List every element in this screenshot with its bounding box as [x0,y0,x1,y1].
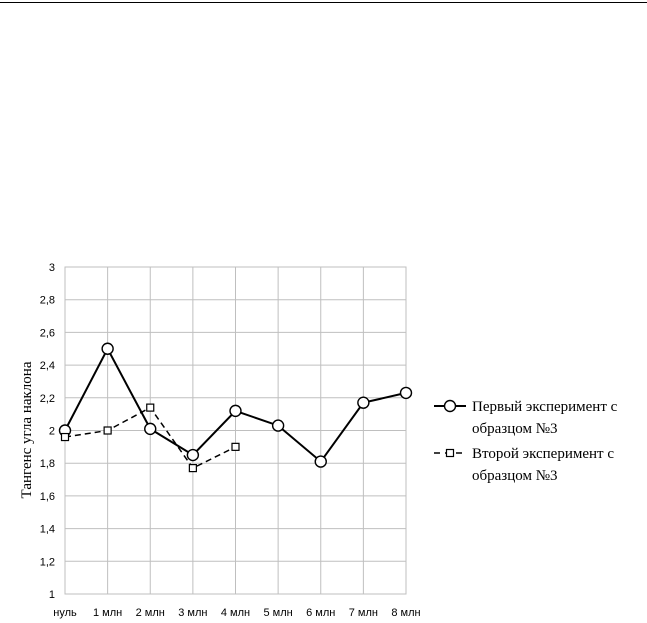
legend-label: Первый эксперимент с [472,399,618,415]
legend-label: Второй эксперимент с [472,446,614,462]
y-tick-label: 1,6 [40,491,55,503]
y-tick-label: 1,4 [40,524,55,536]
legend-marker-square [445,448,455,458]
data-point-circle [144,422,157,436]
grid [64,266,407,595]
data-point-circle [271,419,285,432]
top-rule [0,2,647,3]
series-1 [58,342,413,468]
x-tick-label: 5 млн [264,607,293,619]
series-layer [58,342,413,473]
y-tick-label: 2,6 [40,327,55,339]
legend-label: образцом №3 [472,421,558,437]
y-tick-label: 1,2 [40,556,55,568]
y-tick-label: 1 [49,589,55,601]
y-axis-ticks: 1 1,2 1,4 1,6 1,8 2 2,2 2,4 2,6 2,8 3 [40,262,55,601]
data-point-square [146,403,155,412]
data-point-square [60,432,70,442]
legend-entry-1: Первый эксперимент с образцом №3 [434,399,618,437]
legend-label: образцом №3 [472,468,558,484]
x-tick-label: 2 млн [136,607,165,619]
y-tick-label: 1,8 [40,458,55,470]
y-tick-label: 2 [49,426,55,438]
data-point-circle [314,455,327,468]
data-point-circle [357,396,370,409]
y-axis-title: Тангенс угла наклона [19,361,35,498]
x-axis-ticks: нуль 1 млн 2 млн 3 млн 4 млн 5 млн 6 млн 7 млн 8… [53,607,420,619]
y-tick-label: 2,2 [40,393,55,405]
x-tick-label: 1 млн [93,607,122,619]
y-tick-label: 2,8 [40,295,55,307]
y-tick-label: 2,4 [40,360,55,372]
legend-marker-circle [443,399,457,413]
y-tick-label: 3 [49,262,55,274]
x-tick-label: 4 млн [221,607,250,619]
series-2 [60,403,240,473]
x-tick-label: 7 млн [349,607,378,619]
x-tick-label: нуль [53,607,77,619]
data-point-circle [229,404,242,418]
x-tick-label: 8 млн [391,607,420,619]
data-point-square [231,442,240,451]
data-point-circle [101,342,114,355]
data-point-square [188,464,197,473]
legend-entry-2: Второй эксперимент с образцом №3 [434,446,614,484]
x-tick-label: 3 млн [178,607,207,619]
data-point-square [103,426,112,435]
x-tick-label: 6 млн [306,607,335,619]
data-point-circle [186,448,200,462]
data-point-circle [399,386,413,400]
